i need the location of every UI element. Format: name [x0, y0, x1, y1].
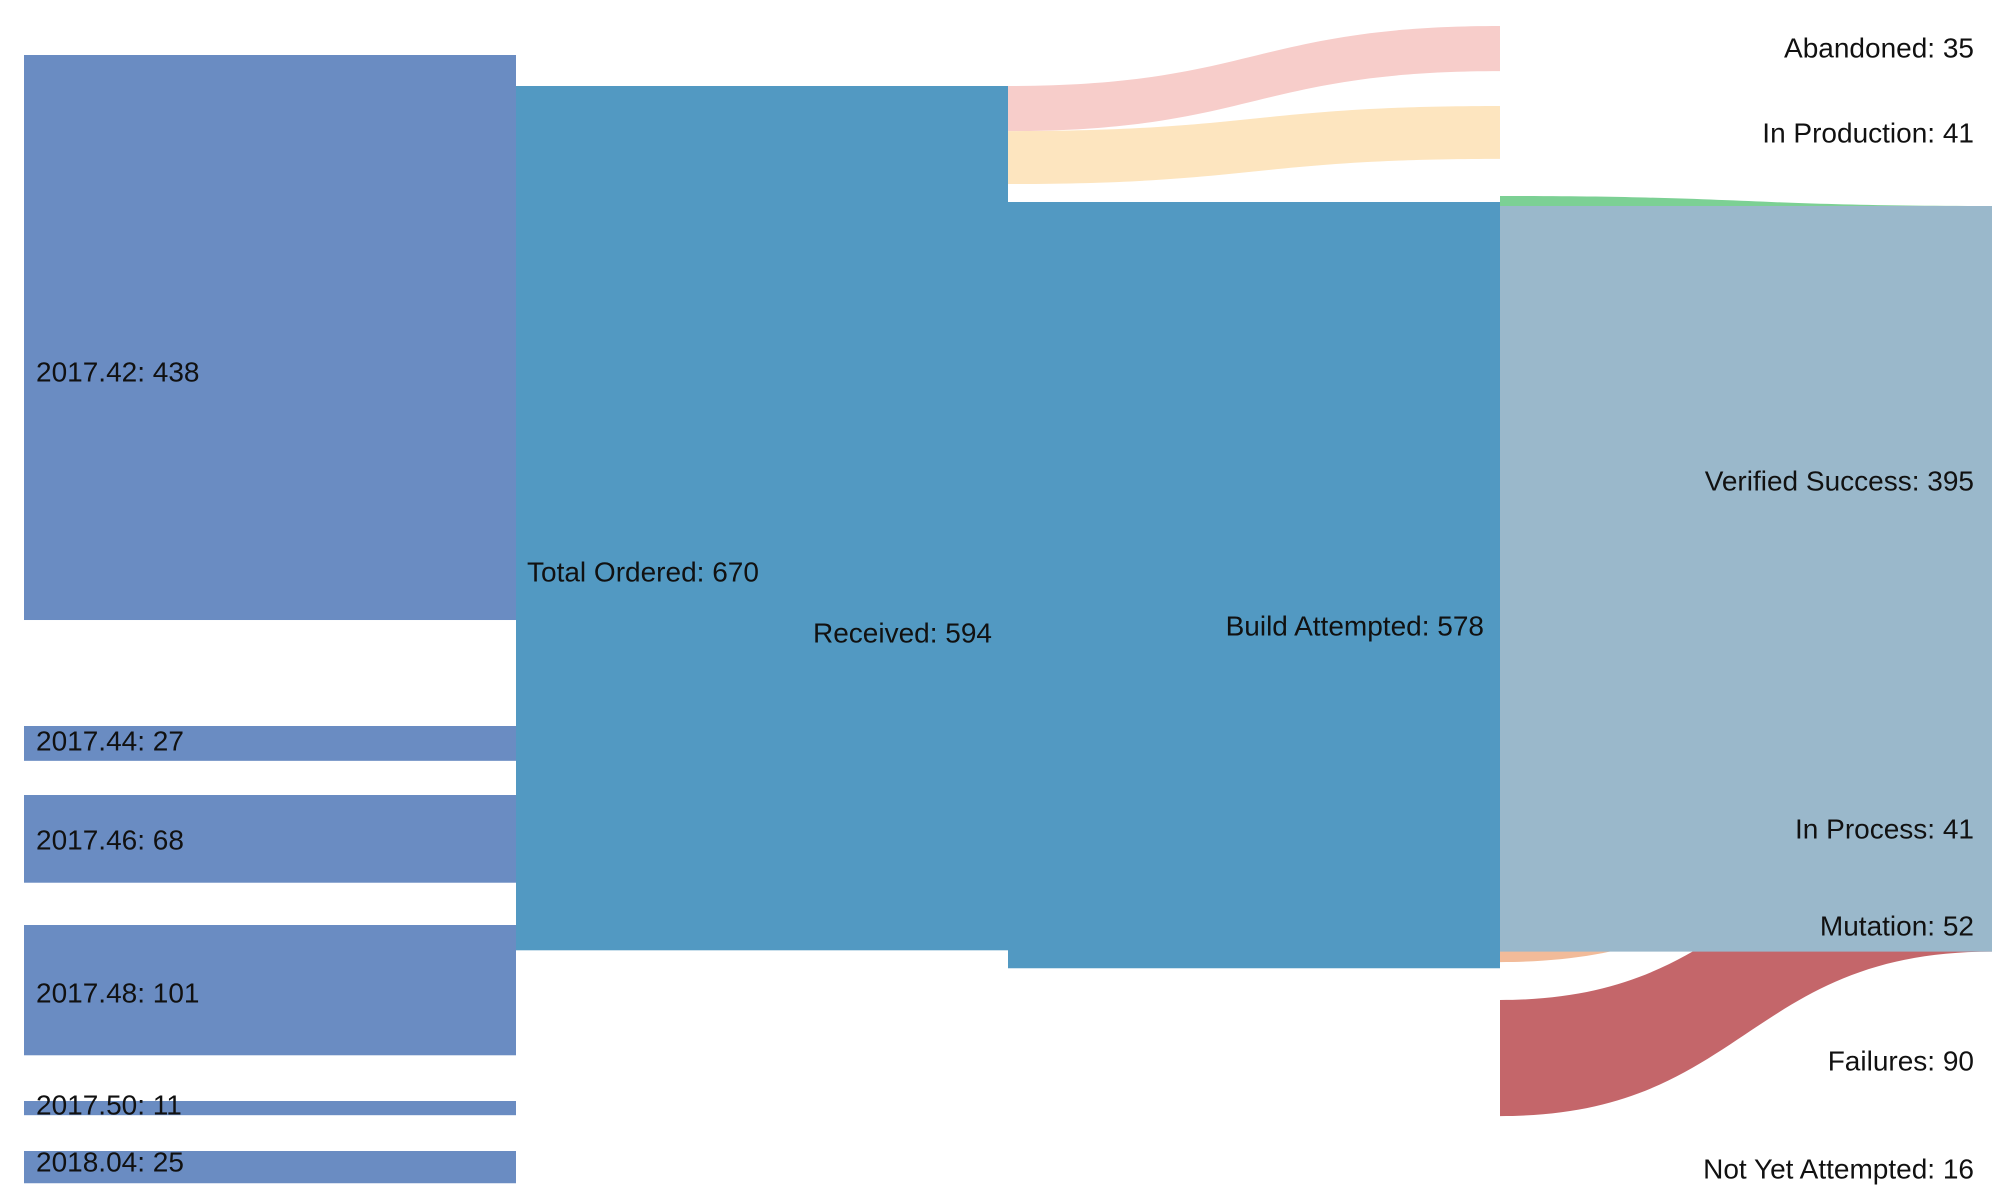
- node-total: [516, 86, 1008, 951]
- label-received: Received: 594: [813, 617, 992, 648]
- label-w46: 2017.46: 68: [36, 824, 184, 855]
- label-w42: 2017.42: 438: [36, 356, 200, 387]
- nodes-layer: [24, 55, 1992, 1184]
- label-verified: Verified Success: 395: [1705, 465, 1974, 496]
- label-w04: 2018.04: 25: [36, 1146, 184, 1177]
- label-total: Total Ordered: 670: [527, 556, 759, 587]
- label-abandoned: Abandoned: 35: [1784, 32, 1974, 63]
- node-w48: [24, 925, 516, 1056]
- label-failures: Failures: 90: [1828, 1045, 1974, 1076]
- link-total-inprod: [1008, 106, 1500, 185]
- node-w50: [24, 1101, 516, 1116]
- link-total-abandoned: [1008, 26, 1500, 132]
- label-w48: 2017.48: 101: [36, 977, 200, 1008]
- node-w46: [24, 795, 516, 883]
- node-w04: [24, 1151, 516, 1184]
- label-mutation: Mutation: 52: [1820, 910, 1974, 941]
- node-w44: [24, 726, 516, 761]
- node-build: [1500, 206, 1992, 952]
- labels-layer: 2017.42: 438 2017.44: 27 2017.46: 68 2017.4…: [36, 32, 1974, 1184]
- label-w50: 2017.50: 11: [36, 1089, 182, 1120]
- label-w44: 2017.44: 27: [36, 725, 184, 756]
- label-inprocess: In Process: 41: [1795, 813, 1974, 844]
- label-notyet: Not Yet Attempted: 16: [1703, 1153, 1974, 1184]
- node-received: [1008, 202, 1500, 969]
- label-inprod: In Production: 41: [1762, 117, 1974, 148]
- node-w42: [24, 55, 516, 621]
- label-build: Build Attempted: 578: [1226, 610, 1484, 641]
